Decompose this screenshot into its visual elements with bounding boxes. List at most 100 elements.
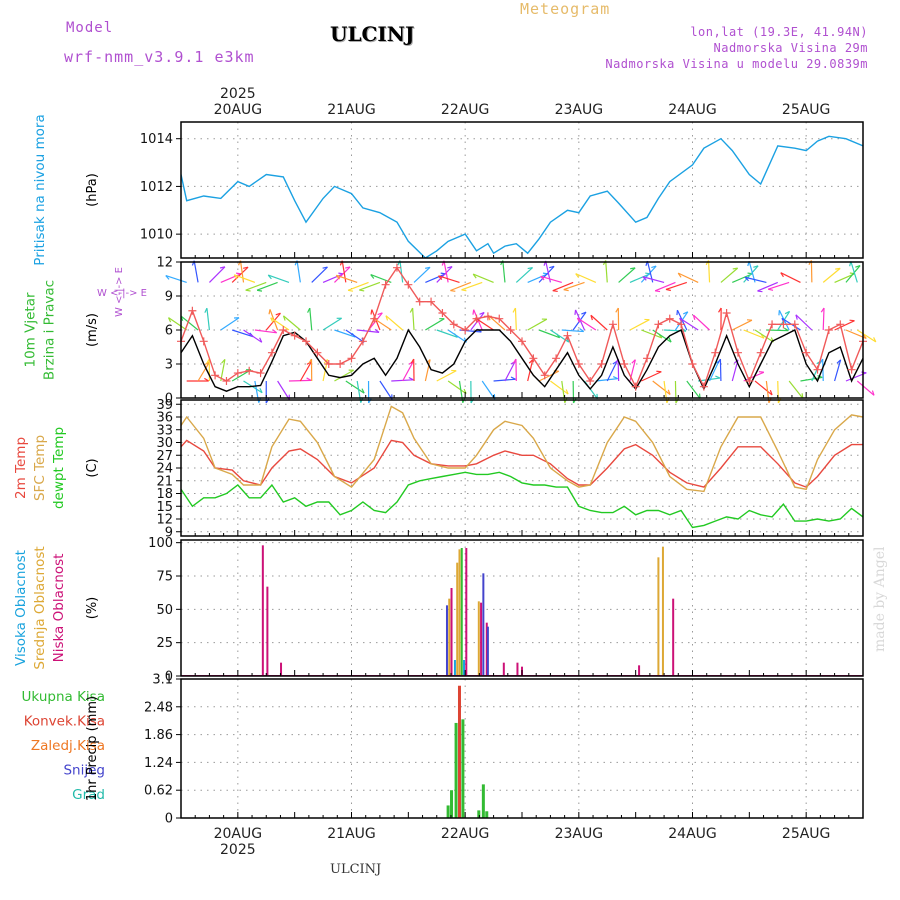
axis-title-precip-0: Ukupna Kisa bbox=[22, 689, 105, 705]
bar-clouds-6 bbox=[453, 660, 456, 676]
wind-barb bbox=[425, 273, 446, 283]
wind-barb-head bbox=[549, 265, 555, 269]
gust-marker bbox=[404, 280, 413, 289]
series-temp-0 bbox=[181, 439, 863, 488]
wind-barb-head bbox=[233, 274, 238, 280]
y-tick-label-temp-8: 33 bbox=[156, 423, 173, 438]
wind-barb-head bbox=[370, 274, 375, 279]
wind-barb-head bbox=[347, 289, 354, 292]
y-tick-label-wind-3: 9 bbox=[165, 290, 173, 305]
wind-barb-head bbox=[425, 266, 431, 269]
wind-barb-head bbox=[307, 307, 311, 313]
wind-barb bbox=[197, 361, 210, 382]
wind-barb-head bbox=[463, 388, 467, 394]
bar-clouds-5 bbox=[450, 588, 453, 676]
wind-barb-head bbox=[733, 359, 739, 364]
footer-station: ULCINJ bbox=[330, 862, 382, 877]
bar-clouds-3 bbox=[445, 605, 448, 676]
wind-barb bbox=[322, 317, 342, 331]
wind-barb-head bbox=[753, 265, 759, 268]
bar-clouds-2 bbox=[280, 662, 283, 676]
x-tick-bottom-0: 20AUG bbox=[214, 826, 263, 842]
wind-barb bbox=[743, 329, 765, 339]
wind-barb-head bbox=[361, 388, 365, 394]
wind-barb-head bbox=[463, 337, 467, 343]
gust-marker bbox=[529, 354, 538, 363]
gust-marker bbox=[802, 348, 811, 357]
bar-clouds-7 bbox=[456, 562, 459, 676]
gust-marker bbox=[427, 297, 436, 306]
wind-barb bbox=[629, 319, 650, 331]
wind-barb bbox=[641, 329, 663, 339]
wind-barb-head bbox=[615, 307, 619, 313]
gust-marker bbox=[836, 320, 845, 329]
gust-marker bbox=[790, 320, 799, 329]
wind-barb bbox=[595, 378, 618, 382]
x-tick-bottom-3: 23AUG bbox=[555, 826, 604, 842]
wind-barb-head bbox=[631, 359, 636, 364]
wind-barb bbox=[208, 266, 226, 283]
wind-barb bbox=[686, 380, 701, 399]
wind-barb-head bbox=[204, 307, 208, 313]
wind-barb bbox=[245, 281, 267, 291]
wind-barb bbox=[231, 266, 249, 283]
gust-marker bbox=[540, 371, 549, 380]
bar-clouds-16 bbox=[486, 626, 489, 676]
wind-barb-head bbox=[757, 290, 763, 293]
gust-marker bbox=[358, 337, 367, 346]
wind-barb bbox=[538, 370, 560, 382]
wind-barb bbox=[470, 312, 485, 331]
gust-marker bbox=[654, 320, 663, 329]
wind-barb bbox=[575, 273, 597, 283]
gust-marker bbox=[574, 360, 583, 368]
bar-clouds-23 bbox=[672, 598, 675, 676]
wind-barb bbox=[693, 314, 710, 331]
wind-barb-head bbox=[447, 266, 453, 269]
gust-marker bbox=[415, 297, 424, 306]
wind-barb-head bbox=[512, 358, 517, 364]
wind-barb bbox=[540, 275, 562, 283]
gust-marker bbox=[438, 309, 447, 317]
gust-marker bbox=[381, 280, 390, 289]
wind-barb-head bbox=[512, 307, 516, 313]
wind-barb-head bbox=[871, 390, 875, 396]
wind-barb-head bbox=[359, 289, 365, 292]
bar-precip-3 bbox=[457, 685, 461, 818]
wind-barb-head bbox=[322, 266, 328, 269]
y-tick-label-wind-4: 12 bbox=[156, 256, 173, 271]
gust-marker bbox=[711, 348, 720, 357]
wind-barb-head bbox=[308, 358, 313, 364]
wind-barb bbox=[641, 371, 662, 382]
year-label-top: 2025 bbox=[220, 86, 256, 102]
wind-barb bbox=[458, 380, 464, 403]
y-tick-label-temp-2: 15 bbox=[156, 500, 173, 515]
bar-clouds-18 bbox=[516, 662, 519, 676]
y-tick-label-pressure-0: 1010 bbox=[140, 228, 173, 243]
wind-barb-head bbox=[267, 274, 272, 280]
y-tick-label-precip-5: 3.1 bbox=[152, 673, 173, 688]
wind-barb-head bbox=[835, 267, 841, 270]
wind-barb-head bbox=[165, 275, 170, 280]
lonlat-text: lon,lat (19.3E, 41.94N) bbox=[690, 25, 868, 39]
wind-barb-head bbox=[243, 266, 249, 269]
wind-barb bbox=[372, 317, 392, 331]
wind-barb-head bbox=[528, 359, 534, 364]
wind-barb bbox=[254, 380, 260, 403]
x-tick-top-5: 25AUG bbox=[782, 102, 831, 118]
wind-barb-head bbox=[581, 311, 587, 315]
wind-barb-head bbox=[256, 289, 263, 292]
axis-unit-precip: 1hr Precip (mm) bbox=[85, 696, 100, 801]
wind-barb bbox=[345, 329, 365, 343]
gust-marker bbox=[847, 365, 856, 374]
wind-barb bbox=[757, 281, 778, 292]
wind-barb bbox=[334, 329, 356, 338]
axis-title-wind-0: 10m Vjetar bbox=[23, 292, 39, 367]
y-tick-label-clouds-3: 75 bbox=[156, 570, 173, 585]
wind-barb bbox=[834, 320, 855, 331]
wind-barb bbox=[461, 281, 483, 291]
wind-barb-head bbox=[206, 358, 210, 364]
wind-barb bbox=[399, 260, 404, 283]
panel-wind bbox=[165, 260, 877, 404]
wind-barb-head bbox=[667, 389, 671, 395]
wind-barb-head bbox=[656, 370, 662, 373]
